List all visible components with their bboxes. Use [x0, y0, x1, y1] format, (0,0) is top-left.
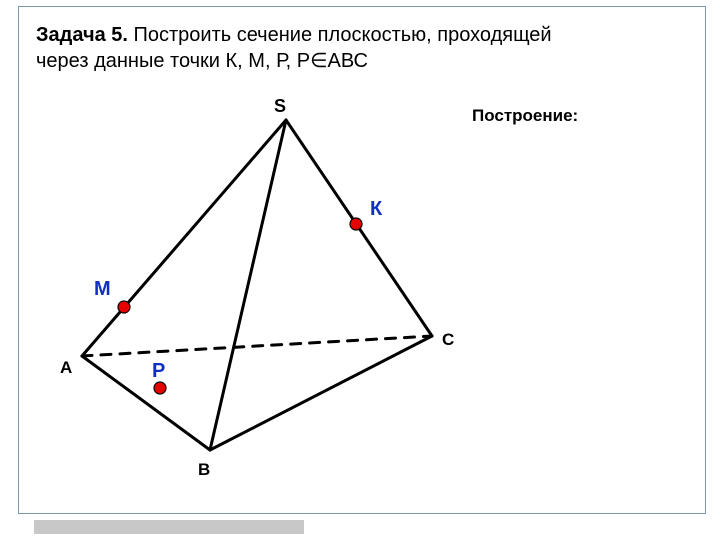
point-label-p: Р [152, 360, 165, 383]
vertex-label-b: В [198, 460, 210, 480]
point-label-m: М [94, 278, 111, 301]
point-label-k: К [370, 198, 382, 221]
footer-bar [34, 520, 304, 534]
vertex-label-a: А [60, 358, 72, 378]
vertex-label-s: S [274, 96, 286, 117]
pyramid-diagram [0, 0, 720, 540]
vertex-label-c: С [442, 330, 454, 350]
